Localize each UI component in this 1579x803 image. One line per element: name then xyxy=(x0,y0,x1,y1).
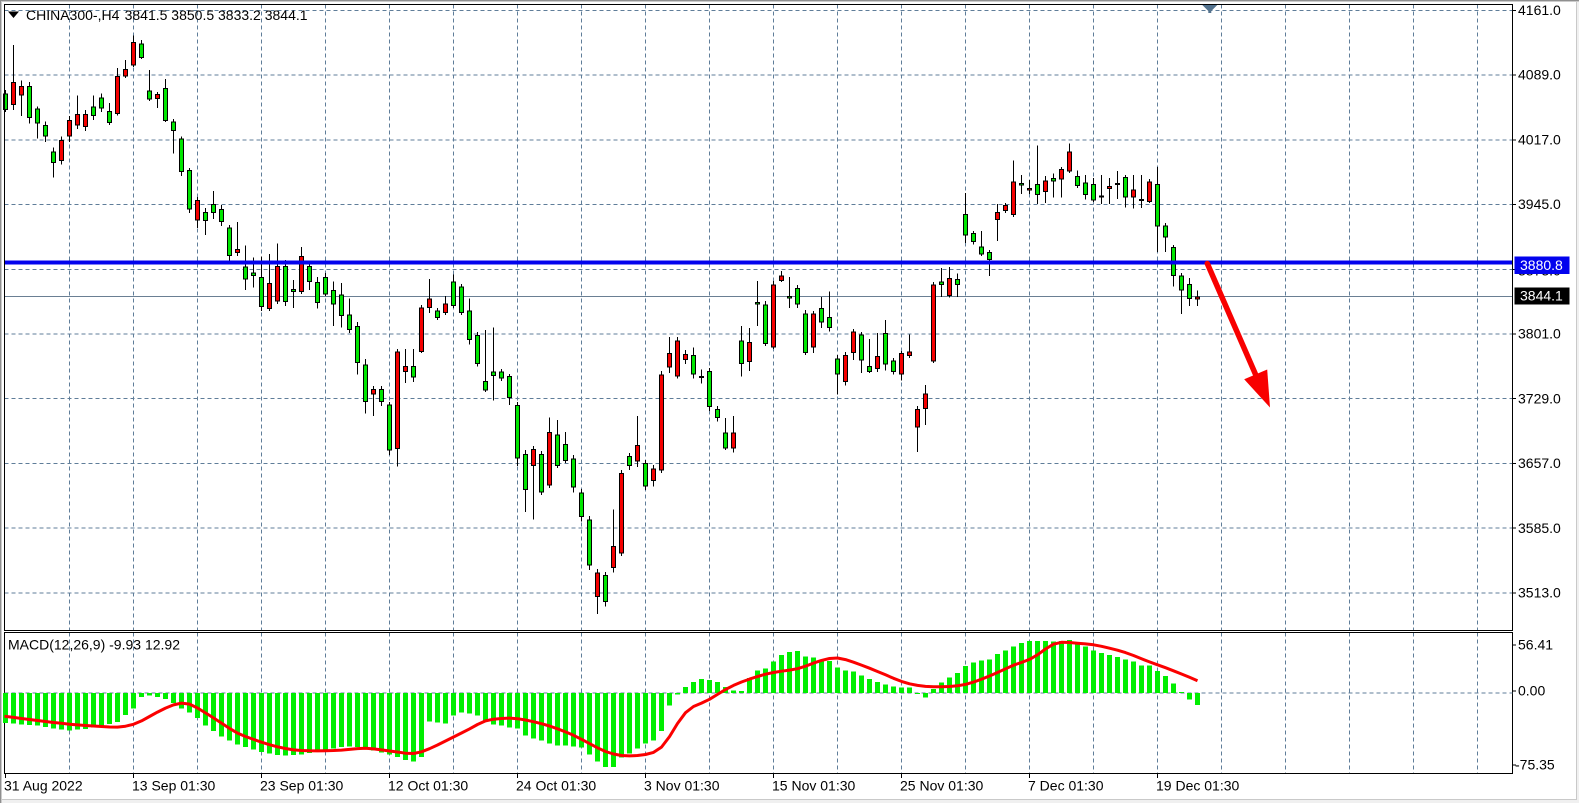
svg-text:23 Sep 01:30: 23 Sep 01:30 xyxy=(260,778,344,794)
svg-text:4161.0: 4161.0 xyxy=(1518,2,1561,18)
svg-text:56.41: 56.41 xyxy=(1518,637,1553,653)
svg-text:3844.1: 3844.1 xyxy=(1520,288,1563,304)
svg-text:19 Dec 01:30: 19 Dec 01:30 xyxy=(1156,778,1239,794)
svg-text:MACD(12,26,9) -9.93 12.92: MACD(12,26,9) -9.93 12.92 xyxy=(8,637,180,653)
svg-text:3801.0: 3801.0 xyxy=(1518,326,1561,342)
svg-text:3657.0: 3657.0 xyxy=(1518,455,1561,471)
svg-text:12 Oct 01:30: 12 Oct 01:30 xyxy=(388,778,468,794)
svg-text:3 Nov 01:30: 3 Nov 01:30 xyxy=(644,778,720,794)
svg-text:3513.0: 3513.0 xyxy=(1518,585,1561,601)
svg-text:7 Dec 01:30: 7 Dec 01:30 xyxy=(1028,778,1104,794)
svg-text:3841.5 3850.5 3833.2 3844.1: 3841.5 3850.5 3833.2 3844.1 xyxy=(125,7,308,23)
svg-text:3880.8: 3880.8 xyxy=(1520,257,1563,273)
svg-text:13 Sep 01:30: 13 Sep 01:30 xyxy=(132,778,216,794)
svg-text:25 Nov 01:30: 25 Nov 01:30 xyxy=(900,778,983,794)
svg-text:4089.0: 4089.0 xyxy=(1518,67,1561,83)
svg-text:31 Aug 2022: 31 Aug 2022 xyxy=(4,778,83,794)
svg-text:3945.0: 3945.0 xyxy=(1518,196,1561,212)
svg-text:-75.35: -75.35 xyxy=(1515,757,1555,773)
svg-text:15 Nov 01:30: 15 Nov 01:30 xyxy=(772,778,855,794)
svg-text:CHINA300-,H4: CHINA300-,H4 xyxy=(26,7,120,23)
svg-text:24 Oct 01:30: 24 Oct 01:30 xyxy=(516,778,596,794)
svg-text:0.00: 0.00 xyxy=(1518,683,1545,699)
svg-text:3729.0: 3729.0 xyxy=(1518,390,1561,406)
svg-text:3585.0: 3585.0 xyxy=(1518,520,1561,536)
svg-text:4017.0: 4017.0 xyxy=(1518,132,1561,148)
